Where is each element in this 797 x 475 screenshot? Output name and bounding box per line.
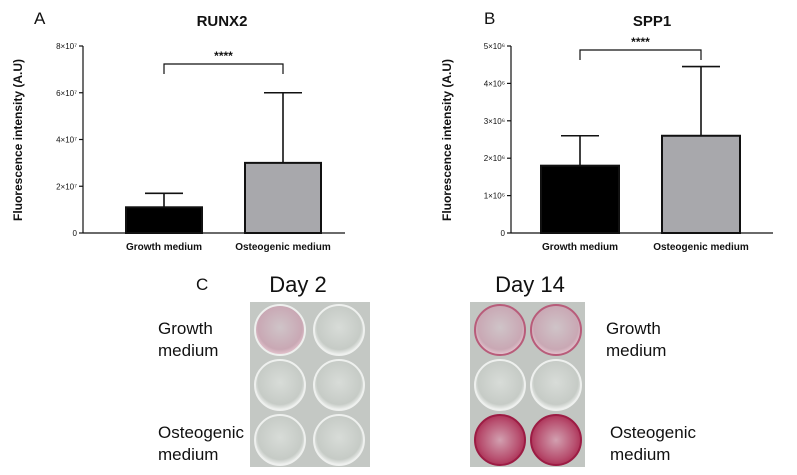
day-2-label: Day 2 bbox=[269, 272, 326, 297]
chart-b-title: SPP1 bbox=[633, 13, 671, 30]
chart-b-ytick-label: 1×10⁶ bbox=[484, 192, 505, 201]
well-d14-r2c1 bbox=[474, 359, 526, 411]
chart-a-ylabel: Fluorescence intensity (A.U) bbox=[11, 59, 25, 221]
chart-a-bar-growth bbox=[125, 206, 203, 235]
chart-b-bar-growth bbox=[540, 164, 620, 234]
chart-a-ytick-label: 4×10⁷ bbox=[56, 136, 77, 145]
well-d14-r1c1 bbox=[474, 304, 526, 356]
chart-a-ytick-label: 2×10⁷ bbox=[56, 182, 77, 191]
well-d2-r1c2 bbox=[313, 304, 365, 356]
chart-b-ylabel: Fluorescence intensity (A.U) bbox=[440, 59, 454, 221]
growth-label-left-line2: medium bbox=[158, 341, 218, 360]
panel-letter-b: B bbox=[484, 9, 495, 28]
chart-a-significance-stars: **** bbox=[214, 49, 233, 63]
chart-b-ytick-label: 2×10⁶ bbox=[484, 154, 505, 163]
chart-b: B SPP1 Fluorescence intensity (A.U) 0 1×1… bbox=[440, 9, 773, 253]
day-14-label: Day 14 bbox=[495, 272, 565, 297]
well-d14-r3c2 bbox=[530, 414, 582, 466]
chart-b-ytick-label: 3×10⁶ bbox=[484, 117, 505, 126]
day-2-plate-photo bbox=[250, 302, 370, 467]
well-d2-r2c1 bbox=[254, 359, 306, 411]
panel-letter-c: C bbox=[196, 275, 208, 294]
chart-a-significance-bracket bbox=[163, 63, 284, 74]
chart-a-ytick-label: 0 bbox=[73, 229, 78, 238]
chart-b-ytick-label: 4×10⁶ bbox=[484, 79, 505, 88]
osteo-label-left-line1: Osteogenic bbox=[158, 423, 244, 442]
well-d2-r2c2 bbox=[313, 359, 365, 411]
chart-b-ytick-label: 5×10⁶ bbox=[484, 42, 505, 51]
osteo-label-right-line2: medium bbox=[610, 445, 670, 464]
chart-a-bar-osteogenic bbox=[244, 161, 322, 234]
growth-label-right-line2: medium bbox=[606, 341, 666, 360]
well-d14-r3c1 bbox=[474, 414, 526, 466]
well-d14-r1c2 bbox=[530, 304, 582, 356]
chart-b-ytick-label: 0 bbox=[501, 229, 506, 238]
chart-b-plot: 0 1×10⁶ 2×10⁶ 3×10⁶ 4×10⁶ 5×10⁶ Growth medium O… bbox=[484, 35, 773, 253]
panel-letter-a: A bbox=[34, 9, 46, 28]
chart-a-category-label: Growth medium bbox=[126, 242, 202, 253]
chart-b-category-label: Growth medium bbox=[542, 242, 618, 253]
chart-a-plot: 0 2×10⁷ 4×10⁷ 6×10⁷ 8×10⁷ Growth medium Osteog… bbox=[56, 42, 345, 253]
well-d14-r2c2 bbox=[530, 359, 582, 411]
panel-c: C Day 2 Day 14 Growth medium Osteogenic … bbox=[158, 272, 696, 467]
chart-b-significance-stars: **** bbox=[631, 35, 650, 49]
chart-a: A RUNX2 Fluorescence intensity (A.U) 0 2×… bbox=[11, 9, 345, 253]
chart-a-title: RUNX2 bbox=[197, 13, 248, 30]
chart-b-bar-osteogenic bbox=[661, 134, 741, 234]
chart-a-ytick-label: 8×10⁷ bbox=[56, 42, 77, 51]
well-d2-r3c1 bbox=[254, 414, 306, 466]
day-14-plate-photo bbox=[470, 302, 585, 467]
chart-a-category-label: Osteogenic medium bbox=[235, 242, 331, 253]
well-d2-r3c2 bbox=[313, 414, 365, 466]
growth-label-right-line1: Growth bbox=[606, 319, 661, 338]
chart-b-significance-bracket bbox=[579, 49, 702, 60]
osteo-label-right-line1: Osteogenic bbox=[610, 423, 696, 442]
chart-a-ytick-label: 6×10⁷ bbox=[56, 89, 77, 98]
growth-label-left-line1: Growth bbox=[158, 319, 213, 338]
osteo-label-left-line2: medium bbox=[158, 445, 218, 464]
chart-b-category-label: Osteogenic medium bbox=[653, 242, 749, 253]
well-d2-r1c1 bbox=[254, 304, 306, 356]
